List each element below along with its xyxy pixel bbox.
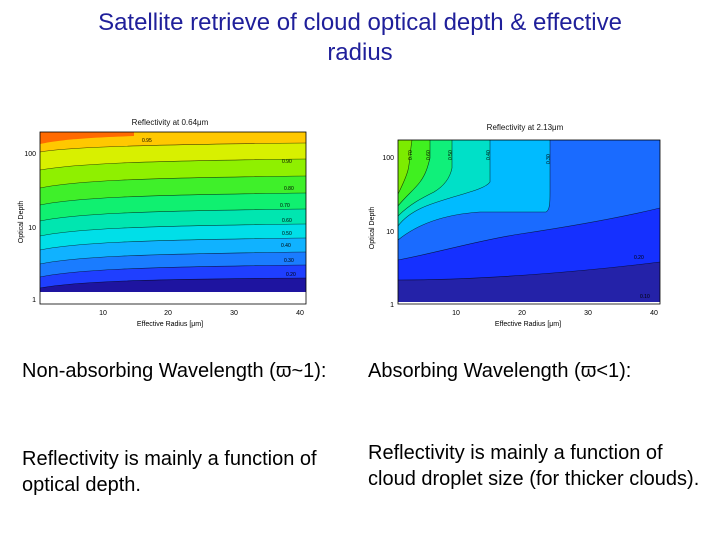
non-absorbing-description: Reflectivity is mainly a function of opt… [22, 448, 317, 496]
right-plot-title: Reflectivity at 2.13μm [487, 123, 564, 132]
left-x-tick: 20 [164, 310, 172, 317]
right-y-tick: 1 [390, 302, 394, 309]
left-x-label: Effective Radius [μm] [137, 321, 203, 328]
slide-title-line-2: radius [327, 39, 393, 66]
right-contour-label: 0.50 [448, 150, 454, 160]
right-y-label: Optical Depth [369, 207, 376, 250]
right-contour-fill [398, 140, 660, 304]
right-x-tick: 10 [452, 310, 460, 317]
right-x-tick: 40 [650, 310, 658, 317]
left-y-tick: 1 [32, 297, 36, 304]
reflectivity-213-plot: Reflectivity at 2.13μm 0.70 [360, 112, 670, 344]
left-x-tick: 40 [296, 310, 304, 317]
right-x-label: Effective Radius [μm] [495, 321, 561, 328]
left-x-tick: 30 [230, 310, 238, 317]
right-contour-labels-bottom: 0.20 0.10 [634, 255, 650, 300]
left-y-tick: 10 [28, 225, 36, 232]
left-contour-label: 0.30 [284, 258, 294, 264]
left-contour-fill [40, 132, 306, 304]
left-contour-label: 0.50 [282, 231, 292, 237]
absorbing-heading: Absorbing Wavelength (ϖ<1): [368, 360, 632, 382]
right-contour-label: 0.30 [546, 154, 552, 164]
left-y-tick: 100 [24, 151, 36, 158]
right-y-tick: 100 [382, 155, 394, 162]
right-x-tick: 30 [584, 310, 592, 317]
non-absorbing-heading: Non-absorbing Wavelength (ϖ~1): [22, 360, 327, 382]
left-contour-label: 0.95 [142, 138, 152, 144]
right-contour-label: 0.40 [486, 150, 492, 160]
left-plot-title: Reflectivity at 0.64μm [132, 118, 209, 127]
right-contour-label: 0.60 [426, 150, 432, 160]
left-y-label: Optical Depth [18, 201, 25, 244]
left-contour-label: 0.80 [284, 186, 294, 192]
right-contour-labels-top: 0.70 0.60 0.50 0.40 0.30 [408, 150, 552, 164]
slide-title: Satellite retrieve of cloud optical dept… [0, 8, 720, 68]
left-x-tick: 10 [99, 310, 107, 317]
right-contour-label: 0.10 [640, 294, 650, 300]
right-x-tick: 20 [518, 310, 526, 317]
right-contour-label: 0.20 [634, 255, 644, 261]
left-contour-label: 0.60 [282, 218, 292, 224]
reflectivity-064-plot: Reflectivity at 0.64μm [14, 112, 320, 344]
absorbing-description: Reflectivity is mainly a function of clo… [368, 442, 700, 490]
right-contour-label: 0.70 [408, 150, 414, 160]
left-contour-label: 0.40 [281, 243, 291, 249]
slide-title-line-1: Satellite retrieve of cloud optical dept… [98, 9, 622, 36]
left-contour-label: 0.90 [282, 159, 292, 165]
left-contour-label: 0.20 [286, 272, 296, 278]
right-y-tick: 10 [386, 229, 394, 236]
left-contour-label: 0.70 [280, 203, 290, 209]
left-contour-labels: 0.95 0.90 0.80 0.70 0.60 0.50 0.40 0.30 … [142, 138, 296, 278]
